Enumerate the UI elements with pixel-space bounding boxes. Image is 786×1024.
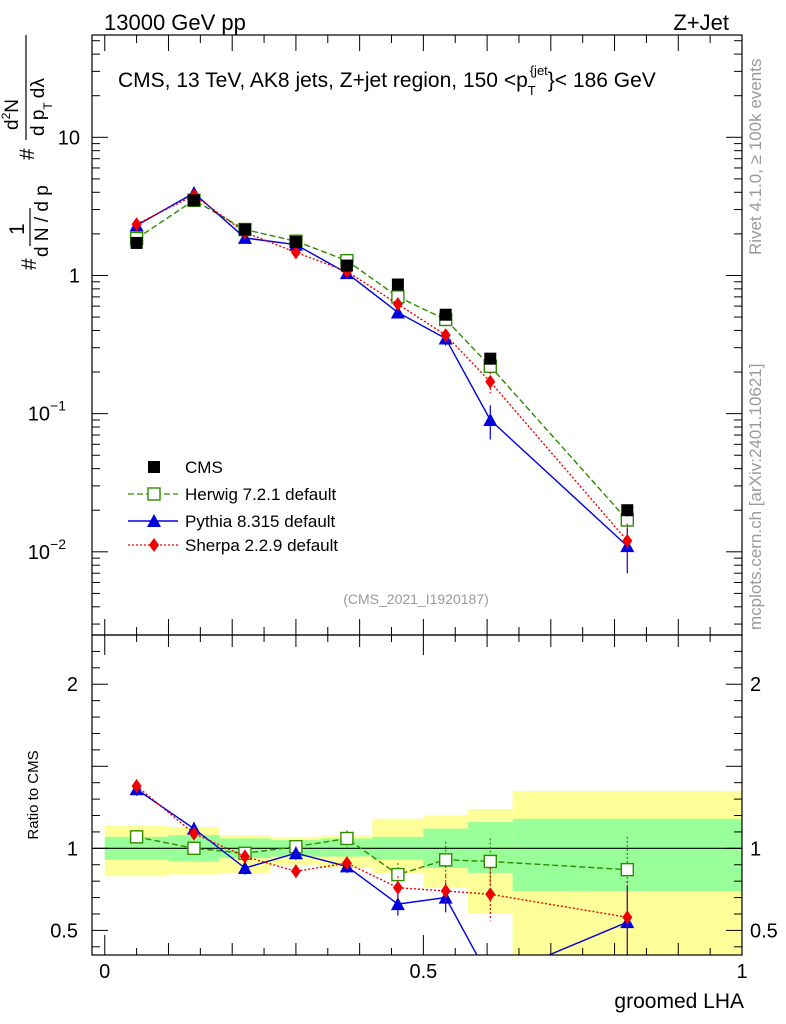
legend-marker-cms: [148, 461, 160, 473]
ratio-series-group: [129, 778, 635, 986]
inner-uncertainty-band: [321, 838, 373, 857]
ratio-point-sherpa: [622, 910, 633, 925]
data-point-sherpa: [290, 245, 301, 260]
data-point-data: [187, 194, 200, 207]
legend-entry-cms: CMS: [148, 458, 223, 477]
main-series-group: [129, 186, 635, 574]
data-point-sherpa: [622, 533, 633, 548]
ratio-point-sherpa: [239, 849, 250, 864]
ratio-point-sherpa: [188, 826, 199, 841]
ratio-point-pythia: [237, 861, 252, 875]
ratio-point-sherpa: [485, 887, 496, 902]
legend-marker-pythia: [147, 514, 161, 527]
ratio-point-pythia: [390, 897, 405, 911]
ratio-point-pythia: [483, 973, 497, 986]
ratio-y-tick-label-right: 2: [750, 674, 761, 696]
data-point-data: [130, 236, 143, 249]
ratio-line-sherpa: [136, 785, 628, 918]
legend-label-cms: CMS: [185, 458, 223, 477]
data-point-data: [621, 504, 634, 517]
ratio-axes: 0.5 0.51 12 20 0.5 1: [50, 635, 778, 983]
main-panel: 10−2 10−1 1 10 (CMS_2021_I1920187) CMS, 13 …: [0, 34, 743, 636]
inner-uncertainty-band: [512, 818, 742, 891]
x-tick-label: 0: [99, 961, 110, 983]
svg-text:d2N: d2N: [0, 99, 23, 130]
energy-label: 13000 GeV pp: [104, 10, 246, 35]
data-point-data: [238, 223, 251, 236]
ratio-series-sherpa: [131, 778, 633, 954]
series-data: [130, 194, 634, 517]
main-y-tick-label: 10−2: [28, 536, 66, 564]
main-y-tick-label: 1: [69, 265, 80, 287]
ratio-point-sherpa: [290, 864, 301, 879]
series-herwig: [129, 193, 634, 528]
plot-title: CMS, 13 TeV, AK8 jets, Z+jet region, 150…: [118, 63, 656, 98]
series-sherpa: [131, 188, 633, 566]
ratio-point-herwig: [340, 831, 354, 846]
mcplots-reference-text: mcplots.cern.ch [arXiv:2401.10621]: [746, 364, 765, 630]
data-point-data: [484, 352, 497, 365]
ratio-point-pythia: [288, 846, 303, 860]
ratio-point-sherpa: [341, 856, 352, 871]
data-point-data: [391, 278, 404, 291]
data-point-data: [340, 259, 353, 272]
ratio-point-herwig: [129, 830, 144, 844]
data-point-sherpa: [485, 374, 496, 389]
data-point-sherpa: [131, 217, 142, 232]
ratio-y-axis-label: Ratio to CMS: [25, 750, 42, 839]
ratio-y-tick-label: 1: [67, 838, 78, 860]
ratio-y-tick-label-right: 1: [750, 838, 761, 860]
data-point-data: [289, 235, 302, 248]
ratio-point-sherpa: [440, 884, 451, 898]
legend-entry-sherpa: Sherpa 2.2.9 default: [128, 536, 338, 555]
main-y-axis: 10−2 10−1 1 10: [28, 35, 743, 635]
ratio-uncertainty-bands: [92, 790, 742, 955]
data-point-data: [439, 308, 452, 321]
main-y-tick-label: 10: [58, 127, 80, 149]
data-point-sherpa: [392, 297, 403, 312]
legend-label-pythia: Pythia 8.315 default: [185, 512, 336, 531]
svg-text:d pTdλ: d pTdλ: [28, 78, 55, 136]
rivet-version-text: Rivet 4.1.0, ≥ 100k events: [746, 59, 765, 255]
legend-entry-pythia: Pythia 8.315 default: [128, 512, 336, 531]
legend-entry-herwig: Herwig 7.2.1 default: [128, 485, 336, 504]
process-label: Z+Jet: [673, 10, 729, 35]
ratio-point-sherpa: [392, 880, 403, 895]
ratio-y-tick-label: 2: [67, 674, 78, 696]
x-tick-label: 1: [736, 961, 747, 983]
ratio-point-herwig: [620, 862, 634, 877]
svg-text:#: #: [16, 148, 39, 160]
data-point-sherpa: [440, 328, 451, 343]
ratio-point-herwig: [438, 853, 453, 867]
analysis-watermark: (CMS_2021_I1920187): [343, 591, 489, 607]
legend: CMS Herwig 7.2.1 default Pythia 8.315 de…: [128, 458, 338, 555]
ratio-frame: [91, 634, 743, 956]
legend-marker-herwig: [147, 487, 161, 501]
data-point-pythia: [390, 305, 405, 319]
main-y-axis-label: # 1 d N / d p # d2N d pTdλ: [0, 35, 55, 270]
ratio-y-tick-label-right: 0.5: [750, 920, 778, 942]
ratio-point-herwig: [483, 854, 497, 869]
ratio-y-tick-label: 0.5: [50, 920, 78, 942]
ratio-point-herwig: [391, 867, 405, 882]
ratio-panel: 0.5 0.51 12 20 0.5 1 Ratio to CMS groomed LHA: [25, 634, 778, 1013]
ratio-point-herwig: [187, 841, 201, 856]
ratio-point-sherpa: [131, 778, 142, 793]
x-tick-label: 0.5: [409, 961, 437, 983]
data-point-pythia: [483, 412, 498, 426]
main-y-tick-label: 10−1: [28, 398, 66, 426]
x-axis-label: groomed LHA: [614, 990, 744, 1013]
legend-marker-sherpa: [149, 538, 159, 552]
svg-text:1: 1: [6, 223, 29, 235]
legend-label-sherpa: Sherpa 2.2.9 default: [185, 536, 338, 555]
legend-label-herwig: Herwig 7.2.1 default: [185, 485, 336, 504]
svg-text:d N / d p: d N / d p: [32, 185, 53, 257]
svg-text:#: #: [18, 258, 41, 270]
